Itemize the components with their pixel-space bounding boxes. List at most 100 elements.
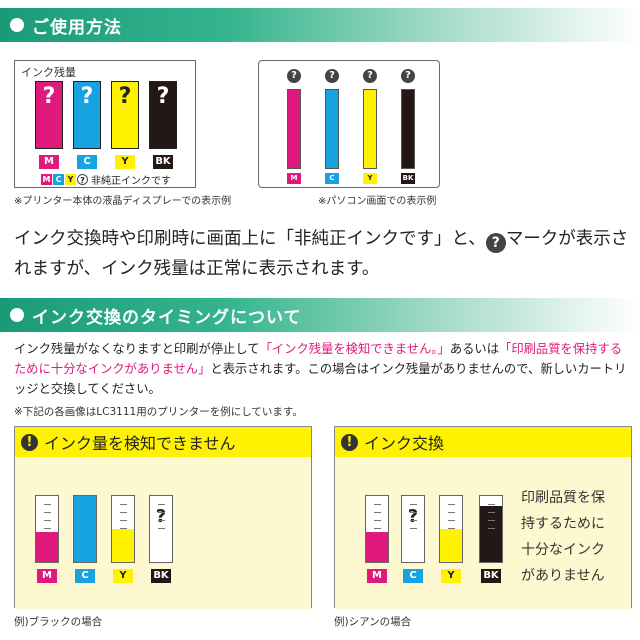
screen-header: ! インク交換 bbox=[335, 427, 631, 457]
ink-fill bbox=[74, 496, 96, 562]
label-bk: BK bbox=[151, 569, 171, 583]
level-tick bbox=[44, 504, 51, 505]
legend-row: M C Y ? 非純正インクです bbox=[41, 172, 171, 187]
ink-level-label: インク残量 bbox=[21, 66, 76, 79]
question-icon: ? bbox=[401, 69, 415, 83]
label-m: M bbox=[367, 569, 387, 583]
section-title: インク交換のタイミングについて bbox=[32, 307, 302, 328]
example-caption-right: 例)シアンの場合 bbox=[334, 616, 412, 628]
level-tick bbox=[44, 520, 51, 521]
ink-fill bbox=[440, 529, 462, 562]
question-icon: ? bbox=[287, 69, 301, 83]
level-tick bbox=[44, 512, 51, 513]
lcd-bar-cyan: ? bbox=[73, 81, 101, 149]
label-m: M bbox=[39, 155, 59, 169]
label-c: C bbox=[325, 173, 339, 184]
example-caption-left: 例)ブラックの場合 bbox=[14, 616, 103, 628]
question-icon: ? bbox=[155, 506, 167, 527]
tank-black bbox=[479, 495, 503, 563]
level-tick bbox=[448, 528, 455, 529]
pc-bar-magenta bbox=[287, 89, 301, 169]
pc-bar-black bbox=[401, 89, 415, 169]
level-tick bbox=[488, 520, 495, 521]
question-icon: ? bbox=[77, 174, 88, 185]
level-tick bbox=[158, 504, 165, 505]
section-header-usage: ご使用方法 bbox=[0, 8, 640, 42]
tank-magenta bbox=[35, 495, 59, 563]
tank-yellow bbox=[111, 495, 135, 563]
level-tick bbox=[120, 512, 127, 513]
question-icon: ? bbox=[118, 84, 132, 109]
legend-text: 非純正インクです bbox=[91, 176, 171, 187]
tank-cyan: ? bbox=[401, 495, 425, 563]
level-tick bbox=[374, 512, 381, 513]
question-icon: ? bbox=[485, 233, 506, 253]
screen-header: ! インク量を検知できません bbox=[15, 427, 311, 457]
label-c: C bbox=[75, 569, 95, 583]
level-tick bbox=[448, 512, 455, 513]
bullet-dot-icon bbox=[10, 308, 24, 322]
label-y: Y bbox=[115, 155, 135, 169]
label-bk: BK bbox=[153, 155, 173, 169]
level-tick bbox=[120, 504, 127, 505]
tank-magenta bbox=[365, 495, 389, 563]
warning-icon: ! bbox=[21, 433, 38, 451]
level-tick bbox=[410, 520, 417, 521]
label-bk: BK bbox=[401, 173, 415, 184]
question-icon: ? bbox=[42, 84, 56, 109]
pc-bar-cyan bbox=[325, 89, 339, 169]
screen-example-right: ! インク交換 ? M C Y BK 印刷品質を保 持するために 十分なインク … bbox=[334, 426, 632, 609]
tank-yellow bbox=[439, 495, 463, 563]
level-tick bbox=[448, 520, 455, 521]
level-tick bbox=[44, 528, 51, 529]
question-icon: ? bbox=[407, 506, 419, 527]
ink-fill bbox=[366, 532, 388, 562]
main-explanation: インク交換時や印刷時に画面上に「非純正インクです」と、? マークが表示さ れますが… bbox=[14, 229, 629, 279]
level-tick bbox=[374, 520, 381, 521]
timing-paragraph: インク残量がなくなりますと印刷が停止して「インク残量を検知できません。」あるいは… bbox=[14, 342, 627, 396]
footnote: ※下記の各画像はLC3111用のプリンターを例にしています。 bbox=[14, 406, 303, 418]
section-header-timing: インク交換のタイミングについて bbox=[0, 298, 640, 332]
level-tick bbox=[410, 528, 417, 529]
label-m: M bbox=[287, 173, 301, 184]
label-y: Y bbox=[113, 569, 133, 583]
pc-display-panel: ? ? ? ? M C Y BK bbox=[258, 60, 440, 188]
bullet-dot-icon bbox=[10, 18, 24, 32]
level-tick bbox=[120, 520, 127, 521]
warning-icon: ! bbox=[341, 433, 358, 451]
lcd-caption: ※プリンター本体の液晶ディスプレーでの表示例 bbox=[14, 196, 232, 207]
screen-title: インク交換 bbox=[364, 434, 445, 453]
pc-caption: ※パソコン画面での表示例 bbox=[318, 196, 437, 207]
lcd-display-panel: インク残量 ? ? ? ? M C Y BK M C Y ? 非純正インクです bbox=[14, 60, 196, 188]
ink-fill bbox=[36, 532, 58, 562]
screen-body: ? M C Y BK 印刷品質を保 持するために 十分なインク がありません bbox=[335, 457, 631, 609]
lcd-bar-magenta: ? bbox=[35, 81, 63, 149]
level-tick bbox=[158, 512, 165, 513]
level-tick bbox=[410, 512, 417, 513]
level-tick bbox=[488, 512, 495, 513]
level-tick bbox=[158, 520, 165, 521]
label-y: Y bbox=[441, 569, 461, 583]
level-tick bbox=[120, 528, 127, 529]
section-title: ご使用方法 bbox=[32, 17, 122, 38]
question-icon: ? bbox=[80, 84, 94, 109]
pc-bar-yellow bbox=[363, 89, 377, 169]
level-tick bbox=[488, 504, 495, 505]
question-icon: ? bbox=[325, 69, 339, 83]
level-tick bbox=[448, 504, 455, 505]
level-tick bbox=[158, 528, 165, 529]
screen-example-left: ! インク量を検知できません ? M C Y BK bbox=[14, 426, 312, 609]
level-tick bbox=[410, 504, 417, 505]
question-icon: ? bbox=[363, 69, 377, 83]
screen-title: インク量を検知できません bbox=[44, 434, 236, 453]
level-tick bbox=[374, 504, 381, 505]
question-icon: ? bbox=[156, 84, 170, 109]
label-bk: BK bbox=[481, 569, 501, 583]
screen-body: ? M C Y BK bbox=[15, 457, 311, 609]
label-c: C bbox=[403, 569, 423, 583]
tank-black: ? bbox=[149, 495, 173, 563]
level-tick bbox=[488, 528, 495, 529]
ink-fill bbox=[480, 505, 502, 562]
lcd-bar-yellow: ? bbox=[111, 81, 139, 149]
label-c: C bbox=[77, 155, 97, 169]
